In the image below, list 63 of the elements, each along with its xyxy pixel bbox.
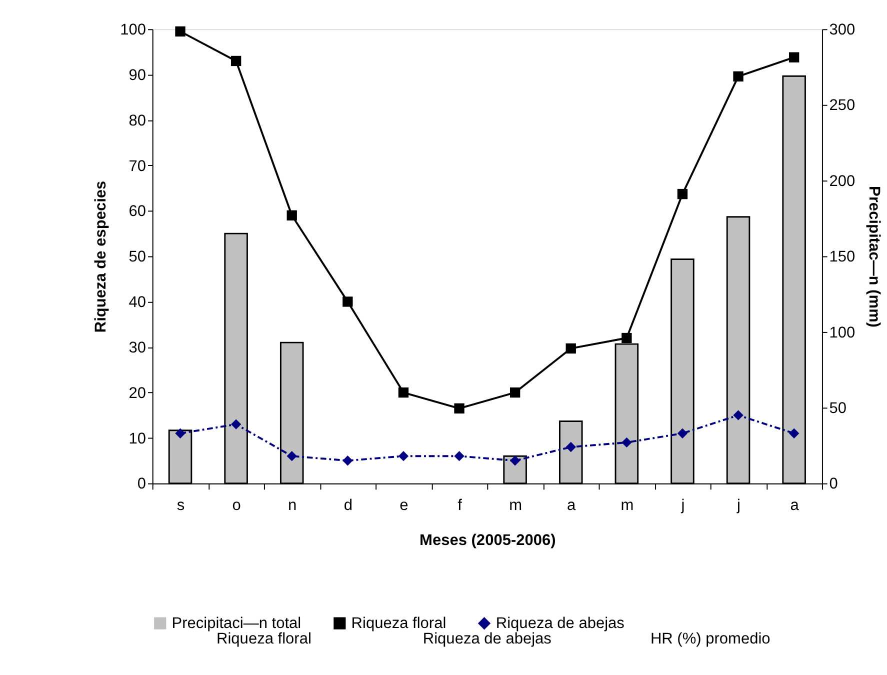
point — [398, 451, 409, 462]
point — [566, 442, 576, 452]
x-tick-label: d — [344, 497, 352, 514]
y-tick-label: 70 — [128, 158, 146, 175]
y-axis-title: Riqueza de especies — [92, 180, 110, 333]
legend-label: Riqueza de abejas — [496, 615, 625, 632]
point — [342, 296, 353, 307]
point — [230, 419, 242, 430]
x-tick-label: o — [232, 497, 241, 514]
y2-tick-label: 200 — [829, 172, 856, 190]
point — [788, 428, 800, 438]
point — [230, 56, 242, 66]
x-tick-label: j — [680, 497, 685, 514]
x-tick-label: m — [620, 497, 634, 514]
legend-label: Riqueza floral — [351, 615, 446, 632]
x-tick-label: f — [458, 497, 463, 514]
point — [454, 451, 464, 462]
x-tick-label: a — [567, 497, 576, 514]
y2-tick-label: 150 — [829, 248, 856, 266]
point — [286, 451, 297, 462]
point — [788, 52, 800, 62]
point — [175, 26, 186, 37]
y-tick-label: 20 — [128, 384, 146, 402]
point — [454, 403, 464, 414]
point — [566, 343, 576, 354]
point — [342, 456, 353, 466]
y2-tick-label: 0 — [829, 476, 838, 493]
text: HR (%) promedio — [650, 630, 770, 648]
x-tick-label: j — [736, 497, 740, 514]
x-tick-label: a — [790, 497, 800, 514]
y-tick-label: 30 — [128, 339, 146, 356]
y-tick-label: 80 — [128, 112, 146, 130]
y-tick-label: 100 — [120, 22, 146, 39]
y2-tick-label: 250 — [829, 97, 856, 114]
point — [398, 387, 409, 398]
point — [733, 410, 744, 420]
y-tick-label: 40 — [128, 294, 146, 312]
point — [510, 456, 520, 466]
y2-tick-label: 300 — [829, 22, 856, 39]
point — [622, 437, 632, 448]
point — [677, 188, 688, 200]
point — [175, 428, 186, 438]
y-tick-label: 60 — [128, 203, 146, 220]
point — [677, 428, 688, 438]
x-tick-label: n — [288, 497, 297, 514]
x-tick-label: s — [176, 497, 185, 514]
x-axis-title: Meses (2005-2006) — [420, 532, 556, 549]
point — [733, 71, 744, 82]
x-tick-label: m — [509, 497, 522, 514]
text: Riqueza floral — [216, 630, 312, 648]
text: Riqueza de abejas — [422, 630, 552, 648]
point — [286, 210, 297, 220]
y-tick-label: 0 — [137, 476, 146, 493]
x-tick-label: e — [400, 497, 408, 514]
y2-tick-label: 100 — [829, 324, 856, 342]
y-tick-label: 90 — [128, 66, 146, 84]
y2-axis-title: Precipitac—n (mm) — [866, 186, 883, 328]
y-tick-label: 50 — [128, 248, 146, 266]
legend-label: Precipitaci—n total — [172, 615, 302, 632]
y2-tick-label: 50 — [829, 400, 847, 417]
point — [622, 332, 632, 344]
y-tick-label: 10 — [128, 430, 146, 448]
point — [510, 387, 520, 398]
